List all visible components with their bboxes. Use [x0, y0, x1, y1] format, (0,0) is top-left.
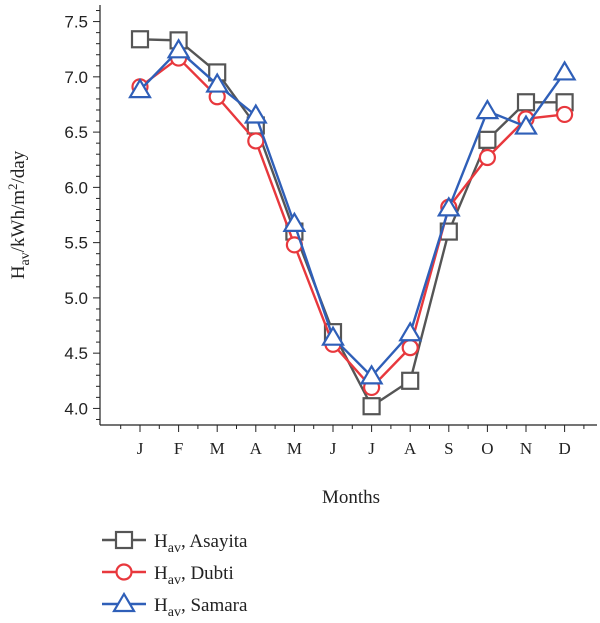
triangle-marker: [398, 321, 423, 342]
legend-label-rest: , Samara: [181, 595, 248, 616]
x-tick-label: A: [250, 439, 263, 458]
y-tick-label: 6.0: [64, 178, 88, 197]
triangle-marker: [166, 38, 191, 59]
y-tick-label: 4.5: [64, 344, 88, 363]
legend-label: Hav, Dubti: [154, 563, 234, 588]
x-tick-label: J: [137, 439, 144, 458]
y-axis-title-base: H: [8, 265, 29, 279]
square-marker: [516, 93, 536, 112]
x-tick-label: S: [444, 439, 453, 458]
triangle-marker: [359, 364, 384, 385]
legend-label-sub: av: [168, 573, 181, 588]
legend-label-sub: av: [168, 541, 181, 556]
x-tick-label: M: [287, 439, 302, 458]
circle-marker: [247, 132, 265, 150]
series-asayita: [130, 30, 574, 416]
legend-label-base: H: [154, 531, 168, 552]
legend-label: Hav, Asayita: [154, 531, 248, 556]
circle-marker: [401, 339, 419, 357]
legend-label-sub: av: [168, 605, 181, 620]
legend-label-base: H: [154, 563, 168, 584]
legend-circle-marker: [115, 563, 133, 581]
circle-marker: [555, 105, 574, 124]
x-tick-label: N: [520, 439, 532, 458]
axes: 4.0 4.5 5.0 5.5 6.0 6.5 7.0 7.5 J F M A M J J A S O N D: [64, 5, 597, 458]
square-marker: [401, 371, 420, 390]
y-axis-title-tail: /day: [8, 150, 29, 183]
triangle-marker: [205, 72, 230, 93]
x-tick-label: O: [481, 439, 493, 458]
y-tick-label: 5.5: [64, 234, 88, 253]
x-tick-label: A: [404, 439, 417, 458]
y-axis-title-sub: av: [18, 252, 33, 265]
legend-item-samara: Hav, Samara: [102, 591, 248, 620]
legend-label: Hav, Samara: [154, 595, 248, 620]
y-axis-title-sup: 2: [5, 183, 20, 190]
y-tick-label: 7.5: [64, 13, 88, 32]
triangle-marker: [128, 77, 152, 99]
square-marker: [130, 30, 150, 49]
square-marker: [362, 397, 381, 416]
legend-label-base: H: [154, 595, 168, 616]
series-line-samara: [139, 49, 566, 378]
series-dubti: [131, 49, 574, 397]
y-axis-title: Hav/kWh/m2/day: [5, 150, 33, 279]
x-tick-label: J: [368, 439, 375, 458]
triangle-marker: [436, 196, 461, 217]
y-tick-label: 5.0: [64, 289, 88, 308]
series-samara: [128, 38, 577, 385]
square-marker: [478, 130, 497, 149]
x-tick-label: M: [210, 439, 225, 458]
triangle-marker: [514, 114, 538, 135]
legend-label-rest: , Dubti: [181, 563, 234, 584]
legend-label-rest: , Asayita: [181, 531, 248, 552]
triangle-marker: [321, 325, 345, 346]
triangle-marker: [243, 103, 268, 124]
y-tick-label: 7.0: [64, 68, 88, 87]
legend-item-asayita: Hav, Asayita: [102, 530, 248, 556]
legend-triangle-marker: [112, 591, 136, 613]
x-axis-title: Months: [322, 487, 380, 508]
y-tick-label: 6.5: [64, 123, 88, 142]
triangle-marker: [282, 211, 307, 232]
series-line-asayita: [139, 38, 565, 408]
legend-square-marker: [114, 530, 134, 550]
x-tick-label: J: [330, 439, 337, 458]
triangle-marker: [475, 98, 500, 120]
y-tick-label: 4.0: [64, 399, 88, 418]
legend-item-dubti: Hav, Dubti: [102, 563, 234, 588]
y-axis-title-rest: /kWh/m: [8, 190, 29, 252]
x-tick-label: D: [558, 439, 570, 458]
triangle-marker: [552, 60, 577, 81]
circle-marker: [478, 148, 496, 167]
x-tick-label: F: [174, 439, 183, 458]
series-layer: [128, 30, 577, 416]
series-line-dubti: [139, 56, 565, 389]
